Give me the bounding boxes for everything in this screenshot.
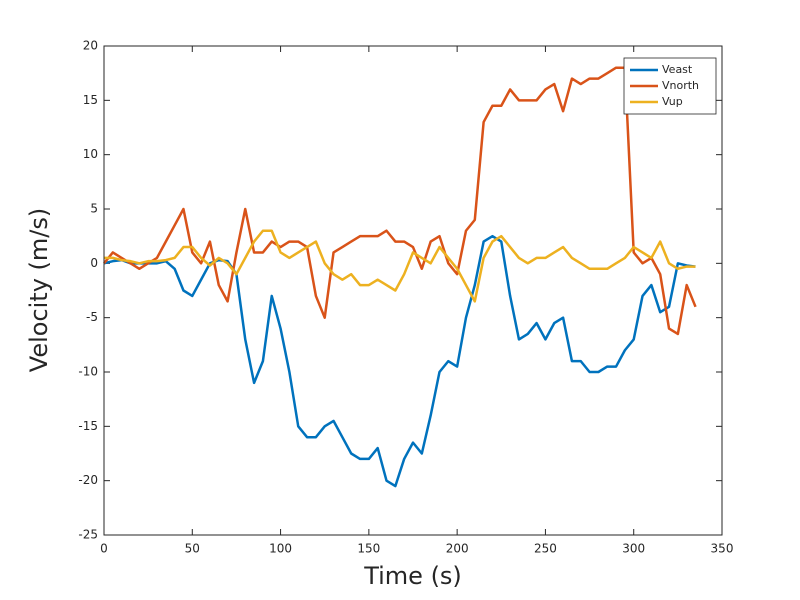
y-tick-label: 0 (90, 256, 98, 270)
y-tick-label: -15 (78, 419, 98, 433)
y-tick-label: 5 (90, 202, 98, 216)
y-tick-label: 10 (83, 147, 98, 161)
axes-box (103, 45, 723, 536)
y-axis-label: Velocity (m/s) (25, 208, 53, 372)
y-tick-label: -10 (78, 365, 98, 379)
y-tick-label: -20 (78, 473, 98, 487)
y-tick-label: -5 (86, 310, 98, 324)
x-tick-label: 350 (711, 542, 734, 556)
y-tick-label: 20 (83, 39, 98, 53)
x-tick-label: 300 (622, 542, 645, 556)
y-tick-label: 15 (83, 93, 98, 107)
x-axis-label: Time (s) (363, 562, 462, 590)
legend-label: Vnorth (662, 79, 699, 92)
legend-label: Veast (662, 63, 693, 76)
x-tick-label: 50 (185, 542, 200, 556)
y-tick-label: -25 (78, 528, 98, 542)
series-line (104, 229, 696, 303)
legend-label: Vup (662, 95, 683, 108)
series-line (103, 234, 696, 488)
plot-area (104, 46, 722, 535)
x-tick-label: 250 (534, 542, 557, 556)
x-tick-label: 0 (100, 542, 108, 556)
x-tick-label: 200 (446, 542, 469, 556)
x-tick-label: 150 (357, 542, 380, 556)
x-tick-label: 100 (269, 542, 292, 556)
